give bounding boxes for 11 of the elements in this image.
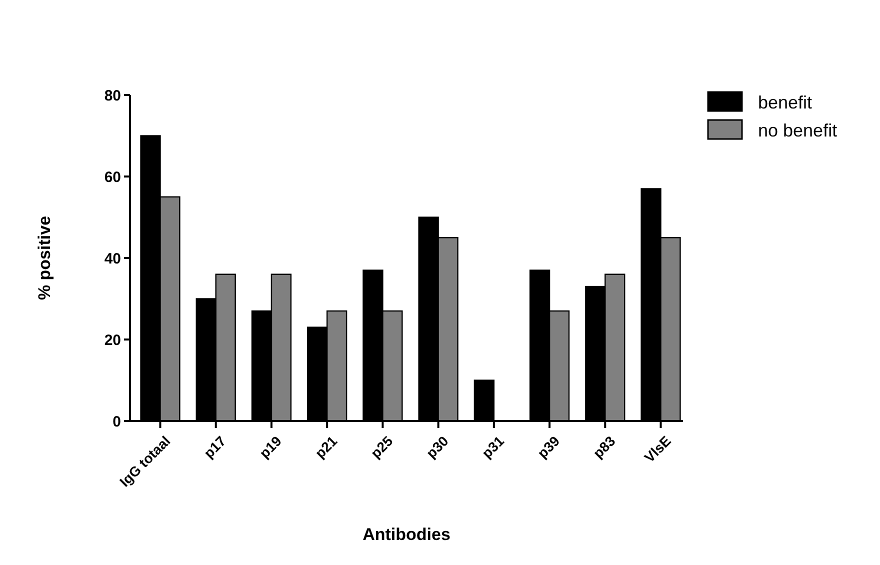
legend-label: benefit <box>758 92 812 112</box>
legend-label: no benefit <box>758 120 838 140</box>
x-tick-label: p21 <box>312 432 340 462</box>
x-tick-label: p31 <box>478 432 508 462</box>
y-axis-title: % positive <box>35 216 54 300</box>
y-tick-label: 20 <box>104 332 121 349</box>
y-tick-label: 40 <box>104 250 121 268</box>
y-tick-label: 0 <box>112 413 121 430</box>
y-tick-label: 60 <box>104 168 121 186</box>
x-axis-title: Antibodies <box>362 525 450 544</box>
y-tick-label: 80 <box>104 87 121 104</box>
